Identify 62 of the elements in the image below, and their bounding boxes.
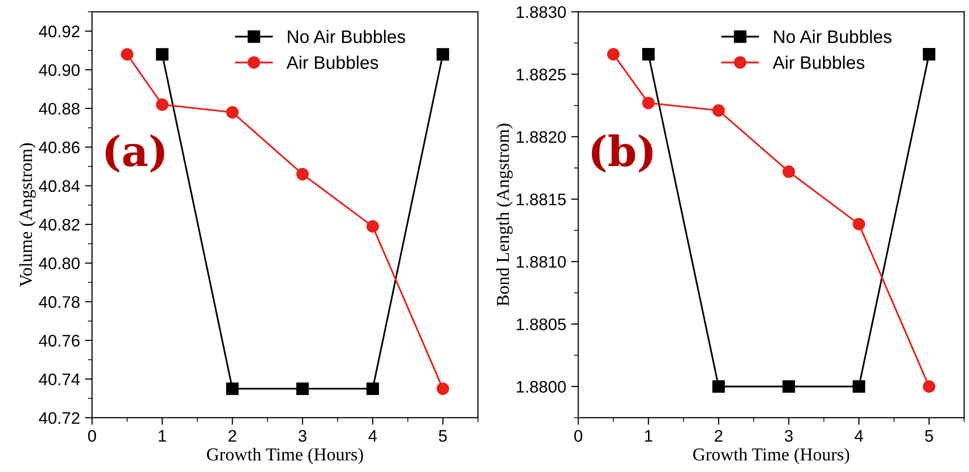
x-tick-label: 0	[88, 430, 96, 442]
x-tick-label: 2	[228, 430, 236, 442]
legend-label: No Air Bubbles	[288, 30, 406, 44]
y-tick-label: 40.82	[38, 218, 80, 231]
point	[436, 382, 450, 395]
x-tick-label: 5	[438, 430, 447, 442]
point	[296, 382, 309, 395]
point	[607, 48, 620, 61]
y-tick-label: 1.8820	[516, 131, 566, 143]
y-tick-label: 40.92	[38, 26, 80, 38]
y-tick-label: 40.88	[38, 102, 80, 115]
point	[436, 48, 450, 61]
y-tick-label: 40.86	[38, 142, 80, 154]
point	[156, 48, 168, 61]
y-tick-label: 1.8810	[516, 256, 566, 268]
annotation: (b)	[592, 134, 653, 173]
y-tick-label: 1.8805	[516, 318, 566, 330]
x-tick-label: 5	[925, 430, 934, 442]
point	[712, 104, 725, 117]
y-tick-label: 1.8815	[516, 194, 566, 206]
point	[642, 48, 655, 61]
point	[366, 220, 379, 233]
x-tick-label: 0	[574, 430, 582, 442]
y-tick-label: 1.8825	[516, 68, 566, 80]
legend-label: Air Bubbles	[772, 56, 864, 69]
point	[226, 106, 239, 119]
legend-label: No Air Bubbles	[774, 30, 892, 44]
x-axis-title: Growth Time (Hours)	[206, 448, 363, 464]
point	[782, 380, 796, 393]
y-tick-label: 40.78	[38, 296, 80, 308]
annotation: (a)	[106, 134, 164, 173]
y-tick-label: 1.8830	[516, 6, 566, 18]
y-tick-label: 40.80	[38, 257, 80, 270]
x-tick-label: 4	[854, 430, 864, 442]
point	[852, 380, 866, 393]
y-tick-label: 40.90	[38, 64, 80, 76]
point	[156, 98, 168, 111]
y-tick-label: 40.84	[38, 180, 80, 192]
x-tick-label: 3	[298, 430, 306, 442]
point	[782, 165, 796, 178]
x-tick-label: 2	[714, 430, 722, 442]
point	[296, 168, 309, 180]
point	[642, 96, 655, 110]
y-axis-title: Bond Length (Angstrom)	[496, 124, 513, 306]
x-tick-label: 1	[645, 430, 652, 442]
y-axis-title: Volume (Angstrom)	[19, 143, 36, 287]
point	[922, 48, 936, 61]
y-tick-label: 1.8800	[516, 380, 566, 393]
point	[922, 380, 936, 393]
y-tick-label: 40.72	[38, 412, 80, 424]
x-tick-label: 1	[158, 430, 166, 442]
point	[366, 382, 379, 395]
point	[852, 218, 866, 230]
y-tick-label: 40.76	[38, 334, 80, 347]
x-tick-label: 4	[368, 430, 377, 442]
point	[226, 382, 239, 395]
x-tick-label: 3	[784, 430, 793, 442]
x-axis-title: Growth Time (Hours)	[693, 448, 850, 464]
point	[120, 48, 134, 61]
legend-label: Air Bubbles	[286, 56, 378, 69]
y-tick-label: 40.74	[38, 373, 80, 386]
point	[712, 380, 725, 393]
